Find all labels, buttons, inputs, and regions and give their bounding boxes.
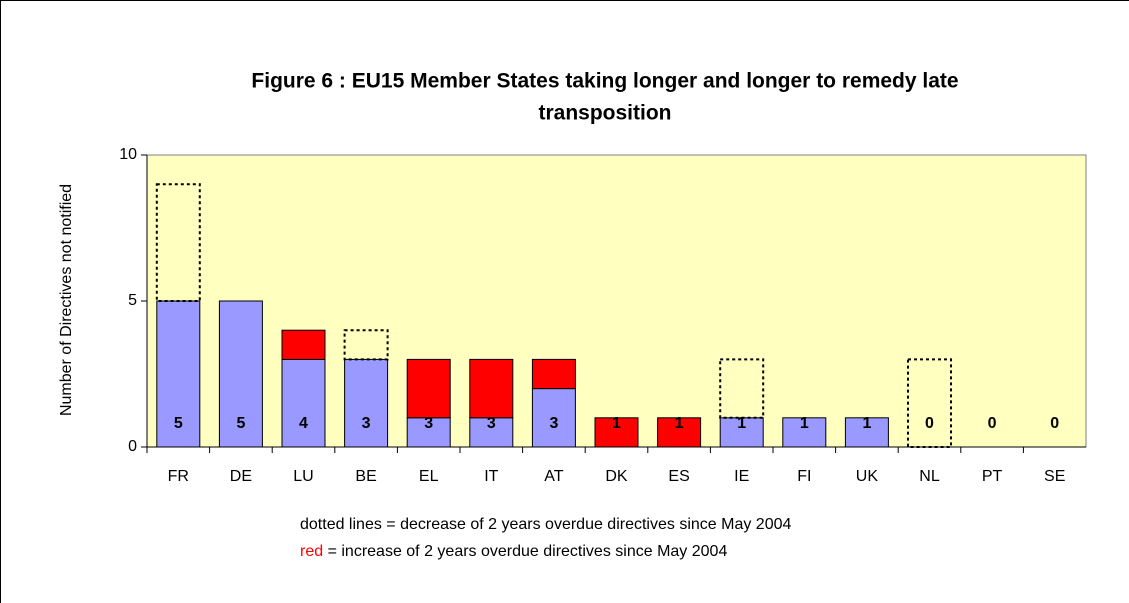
y-tick-label: 10	[119, 146, 137, 163]
bar	[344, 358, 389, 448]
data-label: 5	[174, 415, 183, 432]
x-tick-label: IT	[484, 468, 498, 485]
data-label: 0	[1050, 415, 1059, 432]
data-label: 1	[737, 415, 746, 432]
bar	[844, 417, 889, 448]
data-label: 0	[988, 415, 997, 432]
x-tick-label: LU	[293, 468, 313, 485]
x-tick-label: EL	[419, 468, 439, 485]
y-axis-label: Number of Directives not notified	[58, 184, 75, 416]
data-label: 1	[612, 415, 621, 432]
x-tick-label: FI	[797, 468, 811, 485]
decrease-bar	[155, 183, 201, 302]
bar	[719, 417, 764, 448]
note: red = increase of 2 years overdue direct…	[300, 543, 727, 560]
data-label: 3	[487, 415, 496, 432]
bar	[469, 358, 514, 419]
data-label: 5	[236, 415, 245, 432]
bar	[406, 358, 451, 419]
x-tick-label: BE	[355, 468, 376, 485]
note-highlight: red	[300, 543, 323, 560]
bar	[531, 388, 576, 448]
data-label: 1	[862, 415, 871, 432]
x-tick-label: ES	[668, 468, 689, 485]
x-tick-label: SE	[1044, 468, 1065, 485]
x-tick-label: NL	[919, 468, 940, 485]
x-tick-label: FR	[168, 468, 189, 485]
chart-title: Figure 6 : EU15 Member States taking lon…	[251, 70, 958, 93]
bar	[156, 300, 201, 448]
y-tick-label: 5	[128, 292, 137, 309]
decrease-bar	[719, 358, 765, 419]
data-label: 3	[362, 415, 371, 432]
data-label: 3	[549, 415, 558, 432]
data-label: 0	[925, 415, 934, 432]
note-text: = increase of 2 years overdue directives…	[323, 543, 727, 560]
y-tick-label: 0	[128, 438, 137, 455]
x-tick-label: AT	[544, 468, 563, 485]
x-tick-label: PT	[982, 468, 1003, 485]
x-tick-label: DK	[605, 468, 628, 485]
note: dotted lines = decrease of 2 years overd…	[300, 516, 791, 533]
x-tick-label: UK	[856, 468, 879, 485]
x-tick-label: IE	[734, 468, 749, 485]
data-label: 3	[424, 415, 433, 432]
chart-title: transposition	[538, 102, 671, 125]
bar	[281, 329, 326, 360]
data-label: 1	[675, 415, 684, 432]
data-label: 4	[299, 415, 308, 432]
bar	[782, 417, 827, 448]
bar	[469, 417, 514, 448]
x-tick-label: DE	[230, 468, 252, 485]
bar	[281, 358, 326, 448]
data-label: 1	[800, 415, 809, 432]
bar	[531, 358, 576, 390]
